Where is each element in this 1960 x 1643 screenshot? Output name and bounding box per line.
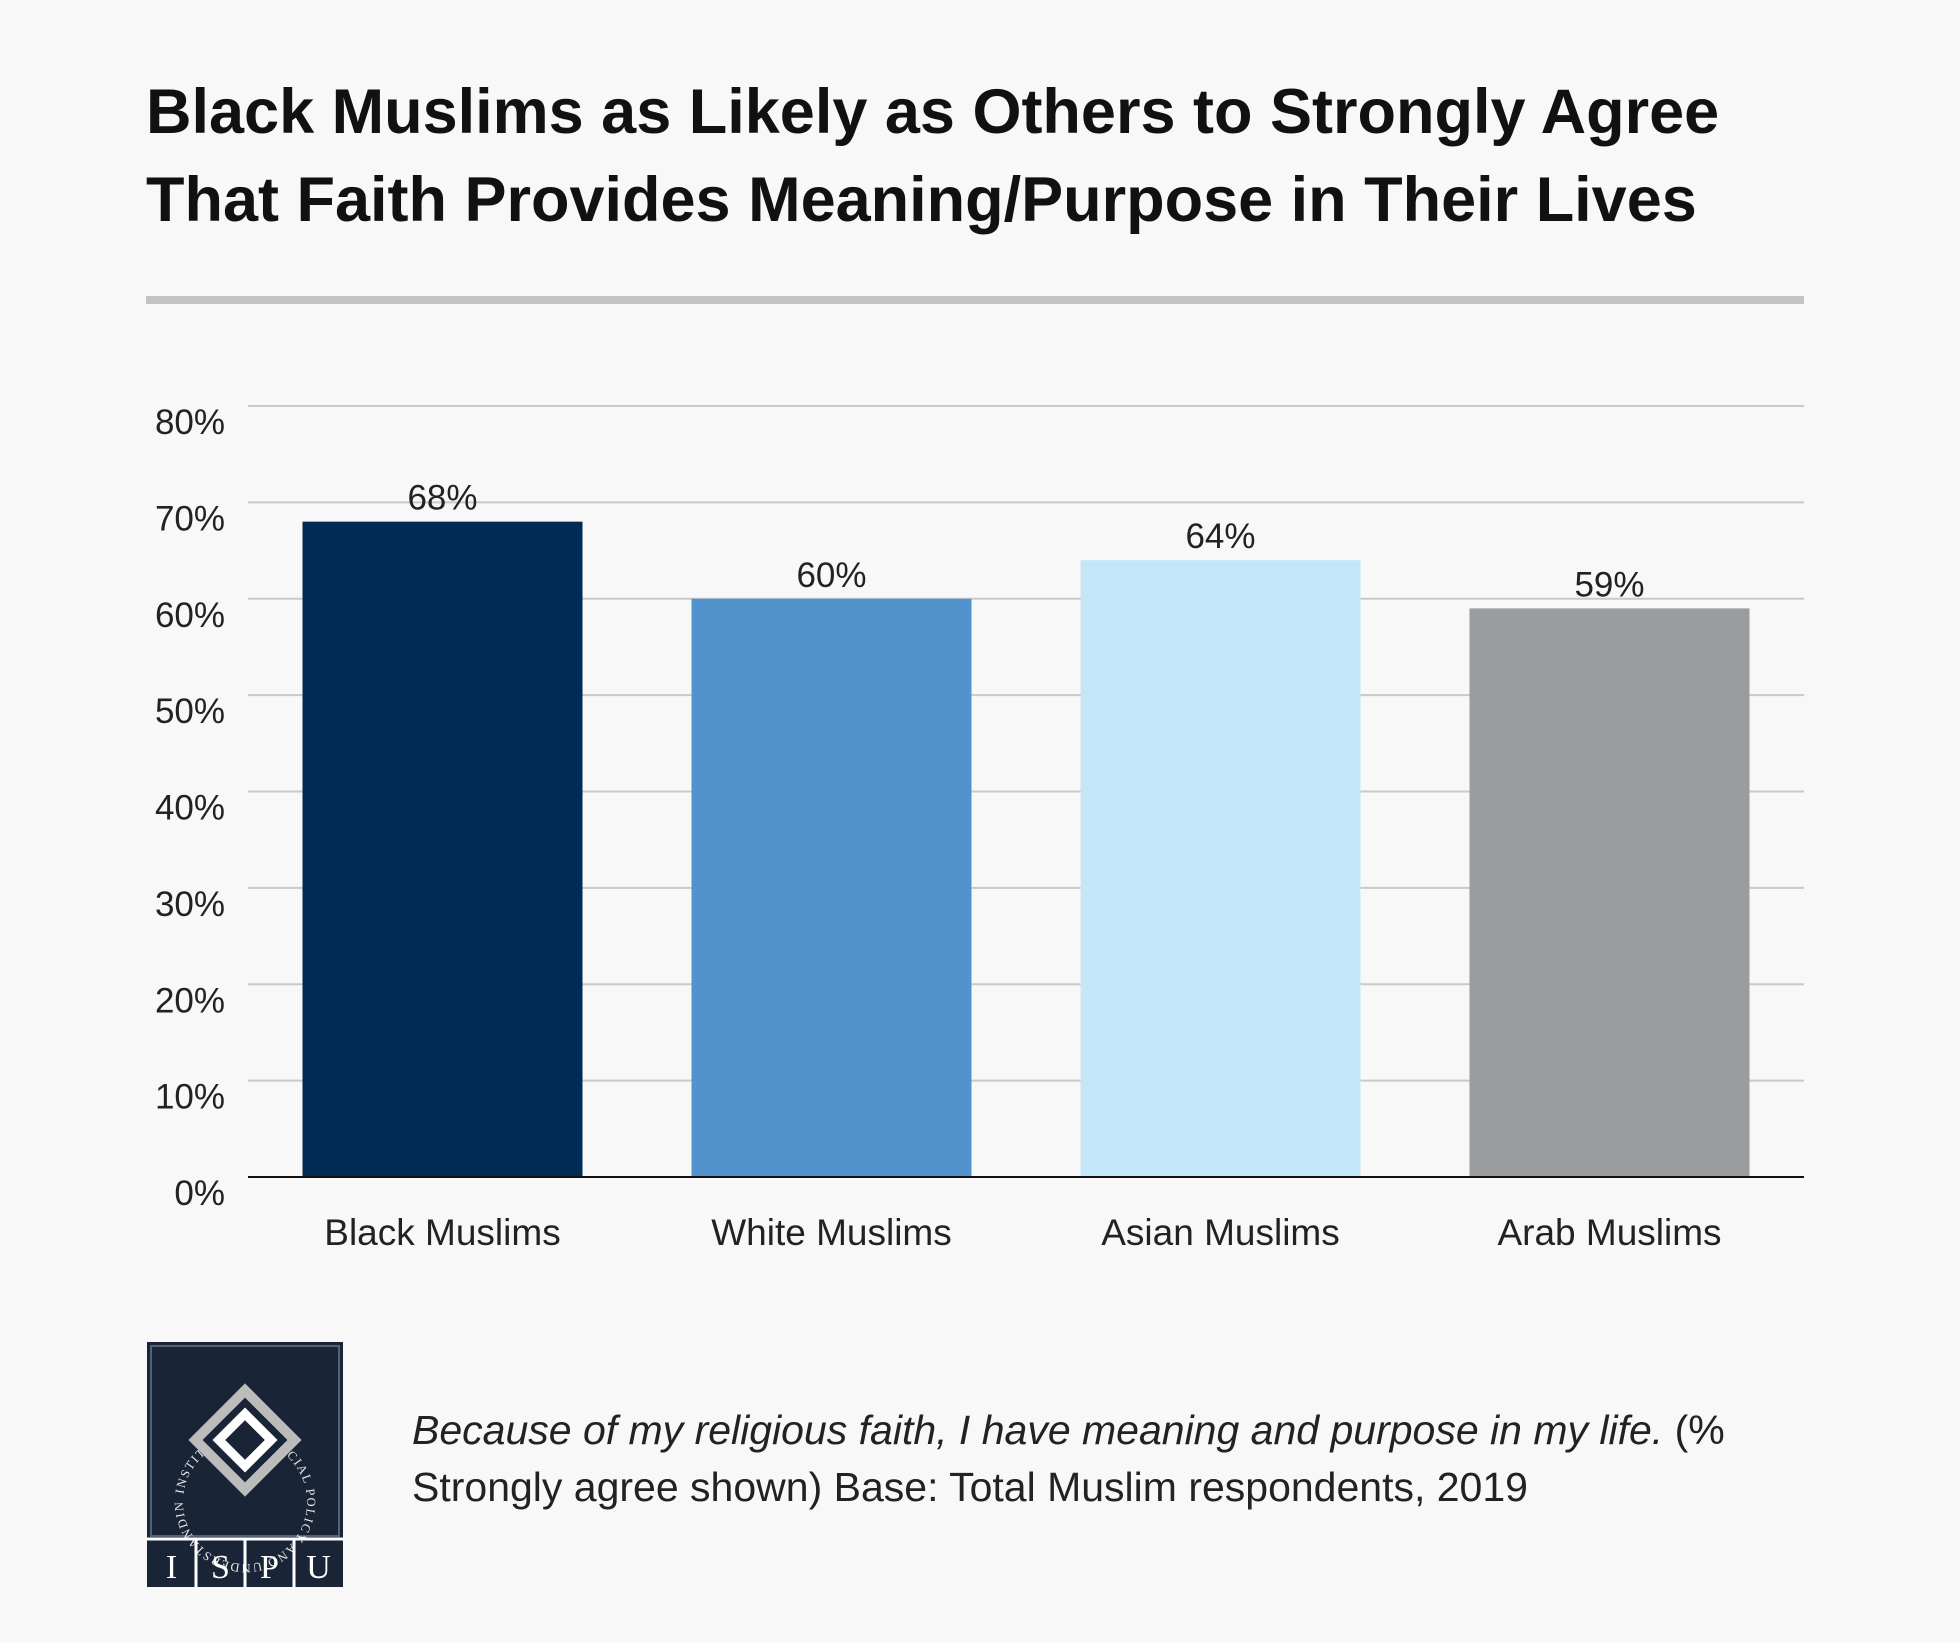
x-category-label: Asian Muslims [1101, 1212, 1340, 1253]
bar [302, 521, 583, 1177]
logo-letter: P [260, 1549, 279, 1586]
y-tick-label: 60% [155, 596, 225, 635]
bar [691, 598, 972, 1177]
y-tick-label: 80% [155, 403, 225, 442]
logo-letter: U [306, 1549, 331, 1586]
ispu-logo-graphic: INSTITUTE FOR SOCIAL POLICY AND UNDERSTA… [142, 1331, 343, 1587]
data-label: 68% [407, 479, 477, 518]
logo-inner-border [150, 1345, 340, 1537]
y-tick-label: 30% [155, 885, 225, 924]
bar-chart: 0% 10% 20% 30% 40% 50% 60% 70% 80% 68% Black Musli… [155, 403, 1804, 1253]
y-tick-label: 70% [155, 499, 225, 538]
logo-letter: I [166, 1549, 177, 1586]
bar [1469, 608, 1750, 1177]
x-category-label: Black Muslims [324, 1212, 560, 1253]
title-line-2: That Faith Provides Meaning/Purpose in T… [146, 165, 1697, 235]
title-divider [146, 296, 1804, 304]
y-tick-label: 50% [155, 692, 225, 731]
y-tick-label: 40% [155, 789, 225, 828]
title-line-1: Black Muslims as Likely as Others to Str… [146, 77, 1720, 147]
x-category-label: White Muslims [711, 1212, 952, 1253]
survey-question: Because of my religious faith, I have me… [412, 1407, 1664, 1453]
logo-letter: S [211, 1549, 230, 1586]
data-label: 59% [1574, 565, 1644, 604]
survey-note: Because of my religious faith, I have me… [412, 1402, 1812, 1516]
survey-base: (% Strongly agree shown) Base: Total Mus… [412, 1407, 1725, 1510]
data-label: 64% [1185, 517, 1255, 556]
y-tick-label: 0% [174, 1174, 225, 1213]
chart-title: Black Muslims as Likely as Others to Str… [146, 68, 1846, 244]
x-category-label: Arab Muslims [1497, 1212, 1721, 1253]
ispu-logo: INSTITUTE FOR SOCIAL POLICY AND UNDERSTA… [142, 1331, 343, 1587]
y-tick-label: 10% [155, 1078, 225, 1117]
bar [1080, 560, 1361, 1177]
y-tick-label: 20% [155, 981, 225, 1020]
data-label: 60% [796, 556, 866, 595]
